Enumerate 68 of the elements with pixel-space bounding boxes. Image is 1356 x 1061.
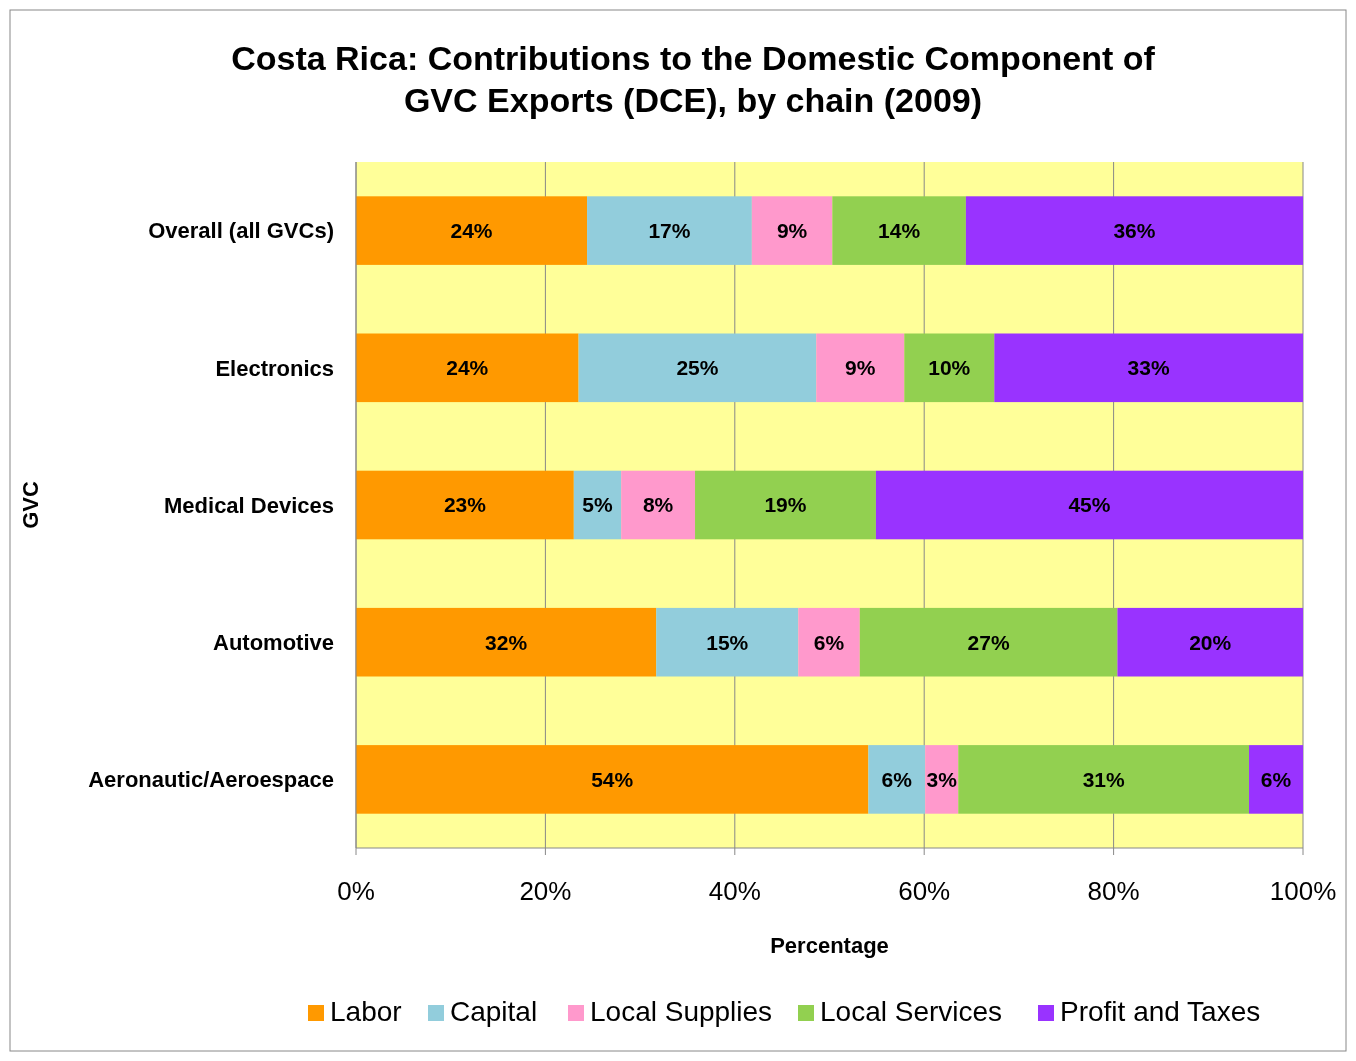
bar	[1117, 607, 1303, 677]
x-tick-label: 60%	[898, 876, 951, 906]
chart-title: Costa Rica: Contributions to the Domestic Component of GVC Exports (DCE), by chain (2009)	[231, 39, 1156, 119]
data-label: 33%	[1127, 356, 1170, 380]
data-label: 23%	[443, 493, 487, 517]
data-label: 3%	[926, 767, 958, 791]
bar	[816, 333, 905, 403]
data-label: 6%	[1260, 767, 1292, 791]
legend-label: Capital	[450, 996, 538, 1027]
legend-label: Labor	[330, 996, 402, 1027]
bar	[356, 470, 574, 540]
bar	[875, 470, 1303, 540]
data-label: 31%	[1082, 767, 1125, 791]
data-label: 6%	[881, 767, 913, 791]
bar	[656, 607, 799, 677]
legend-label: Local Services	[820, 996, 1003, 1027]
data-label: 10%	[928, 356, 971, 380]
y-axis-title: GVC	[18, 481, 43, 529]
bar	[868, 745, 926, 814]
bar	[356, 745, 869, 814]
data-label: 45%	[1068, 493, 1111, 517]
x-tick-label: 20%	[519, 876, 572, 906]
x-tick-label: 80%	[1087, 876, 1140, 906]
y-tick-label: Medical Devices	[164, 492, 334, 518]
x-tick-label: 100%	[1269, 876, 1337, 906]
data-label: 9%	[776, 218, 808, 242]
data-label: 24%	[446, 356, 489, 380]
data-label: 6%	[813, 630, 845, 654]
bar	[356, 333, 579, 403]
data-label: 17%	[648, 218, 691, 242]
x-tick-label: 0%	[337, 876, 375, 906]
bar	[994, 333, 1303, 403]
bar	[356, 196, 588, 265]
y-tick-label: Overall (all GVCs)	[148, 218, 334, 244]
data-label: 5%	[582, 493, 613, 517]
y-tick-label: Aeronautic/Aeroespace	[88, 767, 334, 793]
data-label: 9%	[845, 356, 876, 380]
legend-label: Local Supplies	[590, 996, 773, 1027]
data-label: 24%	[450, 218, 493, 242]
bar	[356, 607, 657, 677]
data-label: 14%	[878, 218, 921, 242]
bar	[904, 333, 995, 403]
data-label: 27%	[967, 630, 1010, 654]
data-label: 19%	[764, 493, 807, 517]
bar	[1249, 745, 1303, 814]
data-label: 32%	[485, 630, 528, 654]
x-axis-title: Percentage	[770, 933, 889, 958]
x-tick-label: 40%	[708, 876, 761, 906]
data-label: 15%	[706, 630, 749, 654]
bar	[573, 470, 622, 540]
bar	[965, 196, 1303, 265]
y-tick-label: Electronics	[215, 355, 334, 381]
bar	[621, 470, 696, 540]
bar	[587, 196, 752, 265]
data-label: 54%	[591, 767, 634, 791]
legend-label: Profit and Taxes	[1060, 996, 1261, 1027]
data-label: 25%	[676, 356, 719, 380]
bar	[798, 607, 860, 677]
y-tick-label: Automotive	[213, 629, 334, 655]
bar	[751, 196, 833, 265]
bar	[832, 196, 966, 265]
data-label: 36%	[1113, 218, 1156, 242]
bar	[859, 607, 1118, 677]
bar	[578, 333, 817, 403]
data-label: 20%	[1189, 630, 1232, 654]
bar	[695, 470, 876, 540]
data-label: 8%	[642, 493, 674, 517]
bar	[958, 745, 1250, 814]
